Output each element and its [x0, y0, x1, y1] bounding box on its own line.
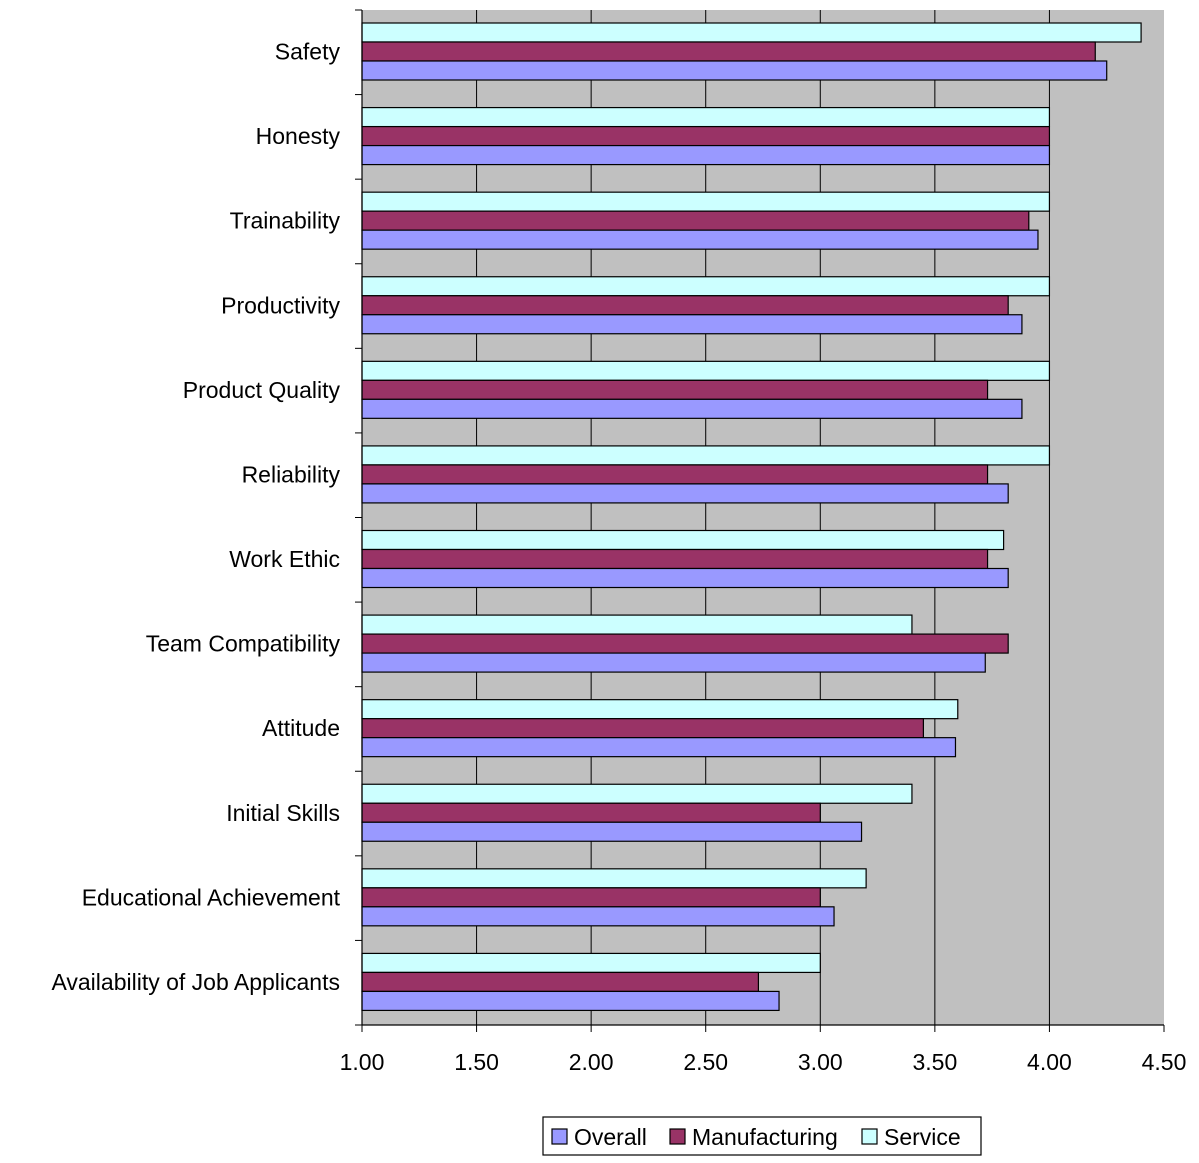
- bar-manufacturing-attitude: [361, 718, 925, 739]
- bar-overall-trainability: [361, 229, 1039, 250]
- category-label-trainability: Trainability: [230, 208, 341, 234]
- bar-service-product-quality: [361, 360, 1051, 381]
- bar-service-trainability: [361, 191, 1051, 212]
- bar-overall-reliability: [361, 483, 1009, 504]
- category-label-educational-achievement: Educational Achievement: [82, 884, 341, 910]
- bar-manufacturing-reliability: [361, 464, 989, 485]
- legend-swatch-manufacturing: [669, 1128, 686, 1145]
- bar-overall-attitude: [361, 737, 957, 758]
- legend-swatch-overall: [551, 1128, 568, 1145]
- category-label-availability-of-job-applicants: Availability of Job Applicants: [51, 969, 340, 995]
- bar-overall-team-compatibility: [361, 652, 986, 673]
- bar-manufacturing-safety: [361, 41, 1096, 62]
- legend-swatch-service: [861, 1128, 878, 1145]
- x-tick-label-1-50: 1.50: [454, 1049, 499, 1075]
- bar-manufacturing-productivity: [361, 295, 1009, 316]
- category-label-initial-skills: Initial Skills: [226, 800, 340, 826]
- bar-manufacturing-trainability: [361, 210, 1030, 231]
- x-tick-label-2-00: 2.00: [569, 1049, 614, 1075]
- legend-label-overall: Overall: [574, 1124, 647, 1150]
- bar-overall-educational-achievement: [361, 906, 835, 927]
- bar-service-attitude: [361, 699, 959, 720]
- bar-service-reliability: [361, 445, 1051, 466]
- category-label-product-quality: Product Quality: [183, 377, 341, 403]
- legend-box: [542, 1116, 982, 1156]
- bar-overall-work-ethic: [361, 567, 1009, 589]
- legend-label-service: Service: [884, 1124, 961, 1150]
- x-tick-label-1-00: 1.00: [340, 1049, 385, 1075]
- category-label-work-ethic: Work Ethic: [229, 546, 340, 572]
- legend-label-manufacturing: Manufacturing: [692, 1124, 838, 1150]
- bar-service-availability-of-job-applicants: [361, 952, 821, 974]
- bar-overall-productivity: [361, 314, 1023, 335]
- x-tick-label-4-00: 4.00: [1027, 1049, 1072, 1075]
- category-label-attitude: Attitude: [262, 715, 340, 741]
- bar-manufacturing-initial-skills: [361, 802, 821, 823]
- bar-manufacturing-work-ethic: [361, 548, 989, 570]
- bar-manufacturing-product-quality: [361, 379, 989, 400]
- bar-manufacturing-team-compatibility: [361, 633, 1009, 654]
- category-label-honesty: Honesty: [256, 123, 341, 149]
- bar-manufacturing-availability-of-job-applicants: [361, 971, 760, 993]
- x-tick-label-3-50: 3.50: [912, 1049, 957, 1075]
- plot-background: [362, 10, 1164, 1025]
- bar-service-safety: [361, 22, 1142, 43]
- bar-service-honesty: [361, 106, 1051, 128]
- x-tick-label-4-50: 4.50: [1142, 1049, 1187, 1075]
- category-label-reliability: Reliability: [242, 461, 341, 487]
- plot-area: Safety Honesty Trainability Productivity Pro…: [51, 9, 1187, 1075]
- bar-manufacturing-honesty: [361, 125, 1051, 147]
- bar-overall-safety: [361, 60, 1108, 81]
- category-label-safety: Safety: [275, 39, 341, 65]
- bar-overall-honesty: [361, 144, 1051, 166]
- legend: Overall Manufacturing Service: [542, 1116, 982, 1156]
- x-tick-label-3-00: 3.00: [798, 1049, 843, 1075]
- bar-service-educational-achievement: [361, 868, 867, 889]
- bar-service-team-compatibility: [361, 614, 913, 635]
- category-label-team-compatibility: Team Compatibility: [146, 631, 341, 657]
- x-tick-label-2-50: 2.50: [683, 1049, 728, 1075]
- bar-service-work-ethic: [361, 529, 1005, 551]
- bar-overall-product-quality: [361, 398, 1023, 419]
- bar-manufacturing-educational-achievement: [361, 887, 821, 908]
- bar-service-initial-skills: [361, 783, 913, 804]
- bar-overall-initial-skills: [361, 821, 863, 842]
- bar-overall-availability-of-job-applicants: [361, 990, 780, 1012]
- category-label-productivity: Productivity: [221, 292, 340, 318]
- bar-service-productivity: [361, 276, 1051, 297]
